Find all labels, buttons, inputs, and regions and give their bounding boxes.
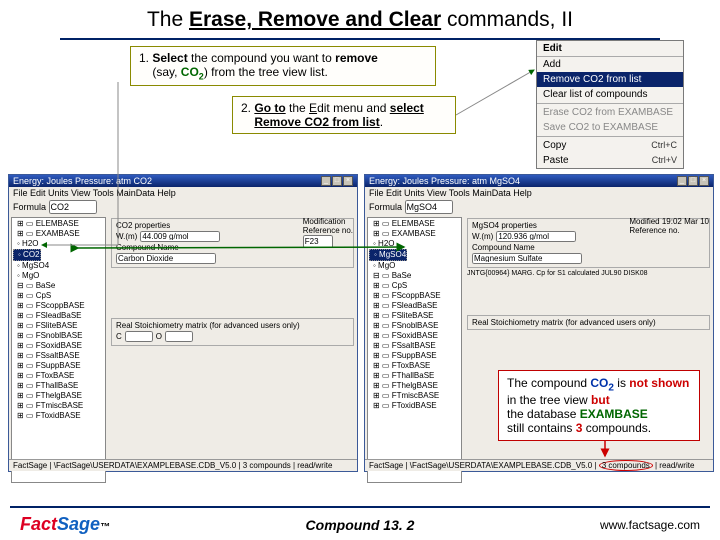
tree-item[interactable]: ⊞ ▭ FSnoblBASE [13, 331, 104, 341]
menu-save-co2[interactable]: Save CO2 to EXAMBASE [537, 120, 683, 135]
tree-item[interactable]: ◦ MgO [369, 261, 460, 271]
formula-label: Formula [13, 202, 46, 212]
tree-item[interactable]: ⊞ ▭ FThelgBASE [369, 381, 460, 391]
tree-item[interactable]: ◦ MgO [13, 271, 104, 281]
tree-item[interactable]: ⊞ ▭ FSliteBASE [13, 321, 104, 331]
menu-add[interactable]: Add [537, 57, 683, 72]
tree-item[interactable]: ⊞ ▭ FScoppBASE [369, 291, 460, 301]
menu-copy[interactable]: CopyCtrl+C [537, 138, 683, 153]
tree-item[interactable]: ◦ MgSO4 [369, 249, 407, 261]
menu-clear-list[interactable]: Clear list of compounds [537, 87, 683, 102]
tree-item[interactable]: ⊞ ▭ FToxBASE [13, 371, 104, 381]
compound-count-circled: 3 compounds [599, 460, 653, 471]
tree-view-right[interactable]: ⊞ ▭ ELEMBASE⊞ ▭ EXAMBASE ◦ H2O ◦ MgSO4 ◦… [367, 217, 462, 483]
tree-item[interactable]: ⊟ ▭ BaSe [13, 281, 104, 291]
tree-view-left[interactable]: ⊞ ▭ ELEMBASE⊞ ▭ EXAMBASE ◦ H2O ◦ CO2 ◦ M… [11, 217, 106, 483]
weight-input-right[interactable] [496, 231, 576, 242]
titlebar-right: Energy: Joules Pressure: atm MgSO4 _□× [365, 175, 713, 187]
stoich-label: Real Stoichiometry matrix (for advanced … [116, 321, 349, 330]
compound-name-input-right[interactable] [472, 253, 582, 264]
tree-item[interactable]: ⊞ ▭ FSuppBASE [13, 361, 104, 371]
slide-number: Compound 13. 2 [306, 517, 415, 533]
tree-item[interactable]: ⊞ ▭ FScoppBASE [13, 301, 104, 311]
formula-input[interactable] [49, 200, 97, 214]
tree-item[interactable]: ⊞ ▭ FToxBASE [369, 361, 460, 371]
app-window-co2: Energy: Joules Pressure: atm CO2 _□× Fil… [8, 174, 358, 472]
tree-item[interactable]: ⊞ ▭ FSoxidBASE [13, 341, 104, 351]
statusbar-right: FactSage | \FactSage\USERDATA\EXAMPLEBAS… [365, 459, 713, 471]
callout-result: The compound CO2 is not shown in the tre… [498, 370, 700, 441]
edit-menu-dropdown: Edit Add Remove CO2 from list Clear list… [536, 40, 684, 169]
tree-item[interactable]: ⊞ ▭ FThallBaSE [369, 371, 460, 381]
titlebar-left: Energy: Joules Pressure: atm CO2 _□× [9, 175, 357, 187]
tree-item[interactable]: ⊞ ▭ FSsaltBASE [13, 351, 104, 361]
tree-item[interactable]: ⊞ ▭ ELEMBASE [369, 219, 460, 229]
menubar-left[interactable]: File Edit Units View Tools MainData Help [9, 187, 357, 199]
tree-item[interactable]: ⊞ ▭ CpS [369, 281, 460, 291]
tree-item[interactable]: ⊞ ▭ FThelgBASE [13, 391, 104, 401]
tree-item[interactable]: ⊞ ▭ FToxidBASE [369, 401, 460, 411]
tree-item[interactable]: ⊞ ▭ FTmiscBASE [369, 391, 460, 401]
stoich-c[interactable] [125, 331, 153, 342]
callout-step-2: 2. Go to the Edit menu and select Remove… [232, 96, 456, 134]
tree-item[interactable]: ◦ H2O [369, 239, 460, 249]
tree-item[interactable]: ⊟ ▭ BaSe [369, 271, 460, 281]
menu-paste[interactable]: PasteCtrl+V [537, 153, 683, 168]
menubar-right[interactable]: File Edit Units View Tools MainData Help [365, 187, 713, 199]
window-buttons-right[interactable]: _□× [677, 176, 709, 186]
tree-item[interactable]: ◦ H2O [13, 239, 104, 249]
tree-item[interactable]: ⊞ ▭ FSleadBaSE [369, 301, 460, 311]
window-buttons[interactable]: _□× [321, 176, 353, 186]
tree-item[interactable]: ⊞ ▭ EXAMBASE [369, 229, 460, 239]
tree-item[interactable]: ◦ MgSO4 [13, 261, 104, 271]
ref-input[interactable] [303, 235, 333, 248]
compound-name-input[interactable] [116, 253, 216, 264]
tree-item[interactable]: ◦ CO2 [13, 249, 41, 261]
website-link[interactable]: www.factsage.com [600, 518, 700, 532]
tree-item[interactable]: ⊞ ▭ FSsaltBASE [369, 341, 460, 351]
tree-item[interactable]: ⊞ ▭ FSliteBASE [369, 311, 460, 321]
tree-item[interactable]: ⊞ ▭ FToxidBASE [13, 411, 104, 421]
tree-item[interactable]: ⊞ ▭ FSleadBaSE [13, 311, 104, 321]
horizontal-rule-bottom [10, 506, 710, 508]
slide-title: The Erase, Remove and Clear commands, II [0, 0, 720, 36]
tree-item[interactable]: ⊞ ▭ FSnoblBASE [369, 321, 460, 331]
weight-input[interactable] [140, 231, 220, 242]
stoich-o[interactable] [165, 331, 193, 342]
tree-item[interactable]: ⊞ ▭ EXAMBASE [13, 229, 104, 239]
tree-item[interactable]: ⊞ ▭ FTmiscBASE [13, 401, 104, 411]
edit-menu-header: Edit [537, 41, 683, 57]
tree-item[interactable]: ⊞ ▭ FThallBaSE [13, 381, 104, 391]
factsage-logo: FactSage™ [20, 514, 110, 535]
tree-item[interactable]: ⊞ ▭ FSoxidBASE [369, 331, 460, 341]
menu-erase-co2[interactable]: Erase CO2 from EXAMBASE [537, 105, 683, 120]
statusbar-left: FactSage | \FactSage\USERDATA\EXAMPLEBAS… [9, 459, 357, 471]
tree-item[interactable]: ⊞ ▭ FSuppBASE [369, 351, 460, 361]
menu-remove-co2[interactable]: Remove CO2 from list [537, 72, 683, 87]
tree-item[interactable]: ⊞ ▭ CpS [13, 291, 104, 301]
formula-input-right[interactable] [405, 200, 453, 214]
callout-step-1: 1. Select the compound you want to remov… [130, 46, 436, 86]
tree-item[interactable]: ⊞ ▭ ELEMBASE [13, 219, 104, 229]
